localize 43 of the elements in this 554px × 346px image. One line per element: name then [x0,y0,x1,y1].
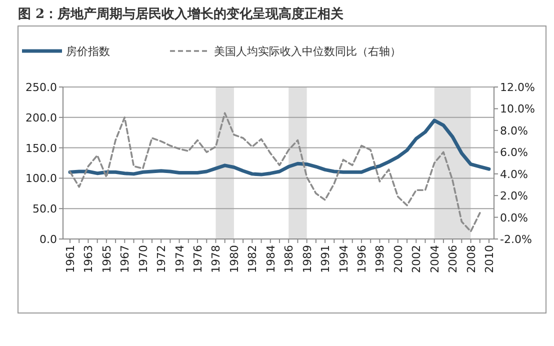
y2-tick-label: 8.0% [500,124,528,138]
x-tick-label: 1961 [64,245,77,273]
x-tick-label: 1991 [319,245,332,273]
x-tick-label: 2008 [464,245,478,273]
y2-tick-label: 4.0% [500,168,528,181]
x-tick-label: 1984 [264,245,278,273]
y-tick-label: 50.0 [32,202,57,216]
x-tick-label: 2006 [446,245,460,273]
x-tick-label: 1978 [210,245,223,273]
line-series [68,118,491,176]
legend-label: 美国人均实际收入中位数同比（右轴） [214,45,401,58]
x-tick-label: 1970 [136,245,150,273]
line-series [69,112,481,232]
x-tick-label: 1967 [118,245,132,273]
y-tick-label: 0.0 [40,233,57,246]
y-tick-label: 250.0 [26,81,57,94]
x-tick-label: 1982 [246,245,260,273]
x-tick-label: 2004 [428,245,442,273]
x-tick-label: 1972 [155,245,168,273]
x-tick-label: 2010 [483,245,496,273]
x-tick-label: 1996 [355,245,368,273]
x-tick-label: 1986 [282,245,296,273]
y2-tick-label: 6.0% [500,146,528,160]
legend-label: 房价指数 [66,45,110,58]
y2-tick-label: -2.0% [500,233,532,246]
x-tick-label: 1976 [192,245,205,273]
x-tick-label: 1965 [100,245,114,273]
y-tick-label: 100.0 [26,172,57,186]
x-tick-label: 1998 [374,245,387,273]
y2-tick-label: 2.0% [500,190,528,203]
x-tick-label: 1989 [300,245,314,273]
x-tick-label: 2002 [410,245,424,273]
y-tick-label: 200.0 [26,111,57,124]
x-tick-label: 2000 [392,245,405,273]
y-tick-label: 150.0 [26,142,57,155]
chart-title: 图 2：房地产周期与居民收入增长的变化呈现高度正相关 [18,6,345,22]
y2-tick-label: 10.0% [500,102,535,116]
x-tick-label: 1994 [337,245,350,273]
y2-tick-label: 12.0% [500,81,535,94]
x-tick-label: 1974 [173,245,186,273]
x-tick-label: 1963 [82,245,96,273]
x-tick-label: 1980 [228,245,241,273]
y2-tick-label: 0.0% [500,211,528,224]
